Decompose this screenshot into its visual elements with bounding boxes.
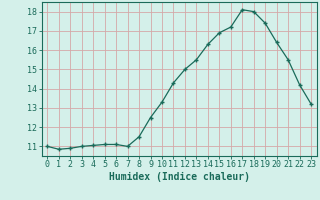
X-axis label: Humidex (Indice chaleur): Humidex (Indice chaleur) xyxy=(109,172,250,182)
